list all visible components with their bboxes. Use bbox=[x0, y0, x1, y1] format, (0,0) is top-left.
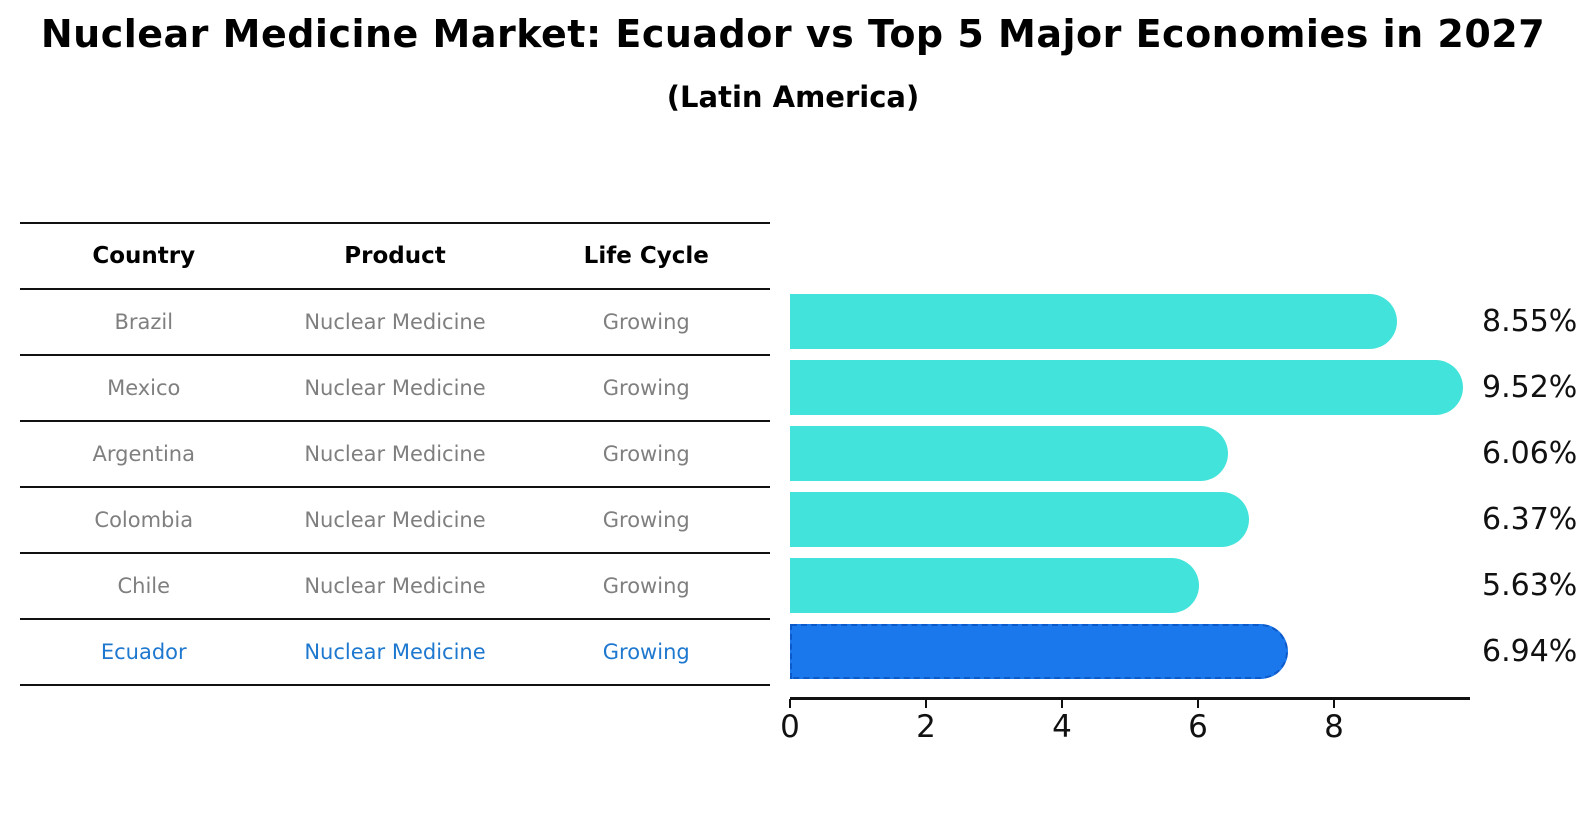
bar-value-label: 6.06% bbox=[1482, 435, 1578, 471]
bar-row-colombia: 6.37% bbox=[790, 486, 1577, 552]
bar-row-mexico: 9.52% bbox=[790, 354, 1577, 420]
bar-mexico bbox=[790, 359, 1464, 415]
cell-product: Nuclear Medicine bbox=[304, 376, 486, 400]
table-row-chile: Chile Nuclear Medicine Growing bbox=[20, 554, 770, 620]
cell-country: Brazil bbox=[114, 310, 174, 334]
bar-chile bbox=[790, 557, 1199, 613]
x-tick-label: 4 bbox=[1052, 709, 1072, 745]
table-row-argentina: Argentina Nuclear Medicine Growing bbox=[20, 422, 770, 488]
x-axis-line bbox=[790, 697, 1470, 700]
bar-argentina bbox=[790, 425, 1229, 481]
bar-value-label: 6.94% bbox=[1482, 633, 1578, 669]
cell-product: Nuclear Medicine bbox=[304, 310, 486, 334]
cell-product: Nuclear Medicine bbox=[304, 508, 486, 532]
cell-product: Nuclear Medicine bbox=[304, 442, 486, 466]
x-axis-tick bbox=[1061, 699, 1063, 708]
x-axis-tick bbox=[1333, 699, 1335, 708]
bar-row-ecuador: 6.94% bbox=[790, 618, 1577, 684]
page-title: Nuclear Medicine Market: Ecuador vs Top … bbox=[40, 12, 1546, 56]
x-axis-tick bbox=[925, 699, 927, 708]
table-row-mexico: Mexico Nuclear Medicine Growing bbox=[20, 356, 770, 422]
x-axis-tick bbox=[1197, 699, 1199, 708]
bar-row-brazil: 8.55% bbox=[790, 288, 1577, 354]
bar-value-label: 9.52% bbox=[1482, 369, 1578, 405]
cell-country: Colombia bbox=[94, 508, 194, 532]
bar-row-chile: 5.63% bbox=[790, 552, 1577, 618]
cell-life-cycle: Growing bbox=[602, 310, 690, 334]
cell-product: Nuclear Medicine bbox=[304, 574, 486, 598]
column-header-country: Country bbox=[92, 243, 196, 269]
bar-value-label: 5.63% bbox=[1482, 567, 1578, 603]
bar-chart: 8.55% 9.52% 6.06% 6.37% 5.63% 6.94% 0 2 bbox=[780, 288, 1577, 758]
cell-country: Chile bbox=[117, 574, 171, 598]
cell-country: Mexico bbox=[107, 376, 181, 400]
x-tick-label: 0 bbox=[780, 709, 800, 745]
column-header-product: Product bbox=[344, 243, 446, 269]
x-axis-tick bbox=[789, 699, 791, 708]
bar-value-label: 8.55% bbox=[1482, 303, 1578, 339]
cell-life-cycle: Growing bbox=[602, 574, 690, 598]
cell-product: Nuclear Medicine bbox=[304, 640, 486, 664]
bar-value-label: 6.37% bbox=[1482, 501, 1578, 537]
bar-ecuador bbox=[790, 623, 1288, 679]
cell-life-cycle: Growing bbox=[602, 442, 690, 466]
page-subtitle: (Latin America) bbox=[666, 80, 920, 114]
table-row-brazil: Brazil Nuclear Medicine Growing bbox=[20, 290, 770, 356]
table-header-row: Country Product Life Cycle bbox=[20, 224, 770, 290]
table-row-ecuador: Ecuador Nuclear Medicine Growing bbox=[20, 620, 770, 686]
cell-life-cycle: Growing bbox=[602, 640, 690, 664]
table-row-colombia: Colombia Nuclear Medicine Growing bbox=[20, 488, 770, 554]
data-table: Country Product Life Cycle Brazil Nuclea… bbox=[20, 222, 770, 686]
bar-row-argentina: 6.06% bbox=[790, 420, 1577, 486]
bar-colombia bbox=[790, 491, 1250, 547]
column-header-life-cycle: Life Cycle bbox=[583, 243, 709, 269]
bar-brazil bbox=[790, 293, 1398, 349]
x-tick-label: 6 bbox=[1188, 709, 1208, 745]
x-tick-label: 8 bbox=[1324, 709, 1344, 745]
x-tick-label: 2 bbox=[916, 709, 936, 745]
cell-life-cycle: Growing bbox=[602, 508, 690, 532]
cell-country: Ecuador bbox=[100, 640, 187, 664]
cell-country: Argentina bbox=[92, 442, 195, 466]
cell-life-cycle: Growing bbox=[602, 376, 690, 400]
